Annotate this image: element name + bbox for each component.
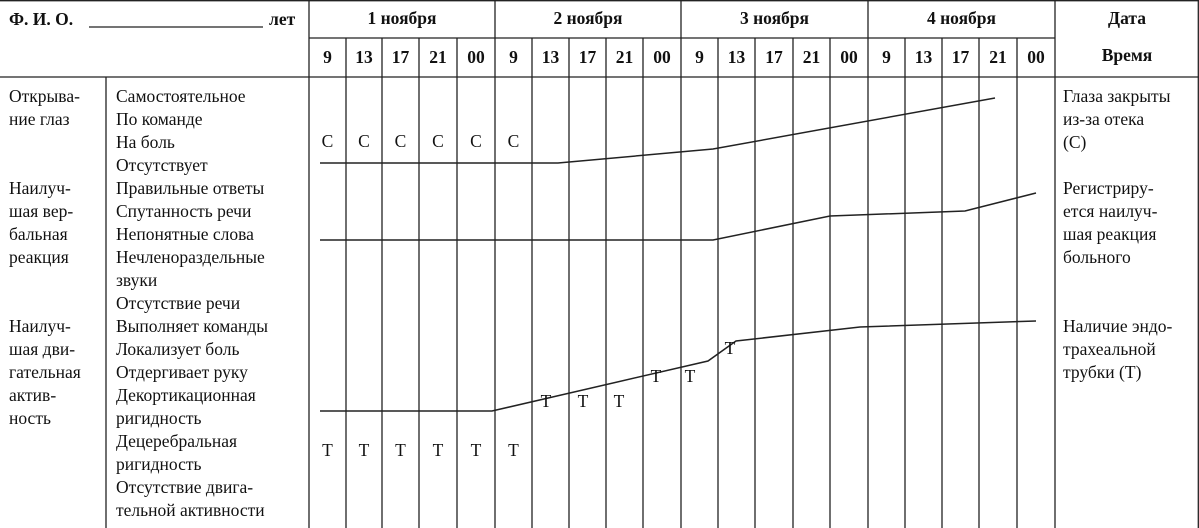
time-header-15: 00 <box>840 47 858 67</box>
verbal-response-trend-line <box>320 192 1037 241</box>
eye-closed-mark: С <box>507 131 520 151</box>
time-header-13: 17 <box>765 47 783 67</box>
time-header-6: 9 <box>509 47 518 67</box>
time-header-5: 00 <box>467 47 485 67</box>
time-header-12: 13 <box>727 47 746 67</box>
time-header-14: 21 <box>802 47 821 67</box>
time-header-17: 13 <box>914 47 933 67</box>
time-header-3: 17 <box>391 47 410 67</box>
response-label: тельной активности <box>116 500 265 520</box>
time-header-18: 17 <box>951 47 970 67</box>
tube-mark: Т <box>470 440 482 460</box>
date-header-2: 2 ноября <box>553 8 623 28</box>
date-header-1: 1 ноября <box>367 8 437 28</box>
time-header-1: 9 <box>323 47 332 67</box>
eye-closed-mark: С <box>394 131 407 151</box>
response-label: Локализует боль <box>116 339 240 359</box>
response-label: Отсутствие речи <box>116 293 241 313</box>
time-header-9: 21 <box>615 47 634 67</box>
time-header-16: 9 <box>882 47 891 67</box>
eye-closed-mark: С <box>321 131 334 151</box>
time-header-19: 21 <box>989 47 1007 67</box>
response-label: Самостоятельное <box>116 86 246 106</box>
eye-closed-mark: С <box>432 131 444 151</box>
date-header-3: 3 ноября <box>739 8 810 28</box>
time-column-label: Время <box>1101 45 1153 65</box>
category-eye-opening: Открыва- ние глаз <box>9 86 80 129</box>
response-label: Правильные ответы <box>116 178 265 198</box>
time-header-11: 9 <box>695 47 704 67</box>
tube-mark: Т <box>508 440 519 460</box>
response-label: ригидность <box>116 454 202 474</box>
eye-closed-mark: С <box>470 131 482 151</box>
time-header-2: 13 <box>355 47 373 67</box>
response-label: звуки <box>116 270 158 290</box>
response-label: Отдергивает руку <box>116 362 248 382</box>
response-label: Отсутствие двига- <box>116 477 254 497</box>
tube-mark: Т <box>540 391 552 411</box>
category-motor-response: Наилуч- шая дви- гательная актив- ность <box>9 316 81 428</box>
date-column-label: Дата <box>1108 8 1146 28</box>
note-best-response: Регистриру- ется наилуч- шая реакция бол… <box>1063 178 1158 267</box>
tube-mark: Т <box>577 391 589 411</box>
tube-mark: Т <box>613 391 625 411</box>
response-label: Декортикационная <box>116 385 256 405</box>
patient-name-label: Ф. И. О. <box>9 9 74 29</box>
tube-mark: Т <box>358 440 370 460</box>
note-eye-closed: Глаза закрыты из-за отека (С) <box>1063 86 1171 152</box>
response-label: Отсутствует <box>116 155 208 175</box>
tube-mark: Т <box>684 366 696 386</box>
response-label: Децеребральная <box>116 431 238 451</box>
age-label: лет <box>269 9 296 29</box>
eye-closed-mark: С <box>358 131 370 151</box>
motor-response-trend-line <box>320 320 1037 412</box>
time-header-20: 00 <box>1027 47 1045 67</box>
tube-mark: Т <box>432 440 444 460</box>
response-label: Нечленораздельные <box>116 247 265 267</box>
tube-mark: Т <box>322 440 333 460</box>
response-label: ригидность <box>116 408 202 428</box>
response-label: Спутанность речи <box>116 201 252 221</box>
response-label: Непонятные слова <box>116 224 254 244</box>
tube-mark: Т <box>650 366 662 386</box>
tube-mark: Т <box>724 338 736 358</box>
time-header-8: 17 <box>578 47 597 67</box>
time-header-7: 13 <box>541 47 560 67</box>
response-label: По команде <box>116 109 203 129</box>
date-header-4: 4 ноября <box>926 8 997 28</box>
eye-opening-trend-line <box>320 97 996 164</box>
time-header-4: 21 <box>429 47 447 67</box>
note-tube: Наличие эндо- трахеальной трубки (Т) <box>1063 316 1173 382</box>
response-label: На боль <box>116 132 175 152</box>
response-label: Выполняет команды <box>116 316 269 336</box>
tube-mark: Т <box>395 440 406 460</box>
time-header-10: 00 <box>653 47 671 67</box>
category-verbal-response: Наилуч- шая вер- бальная реакция <box>9 178 74 267</box>
